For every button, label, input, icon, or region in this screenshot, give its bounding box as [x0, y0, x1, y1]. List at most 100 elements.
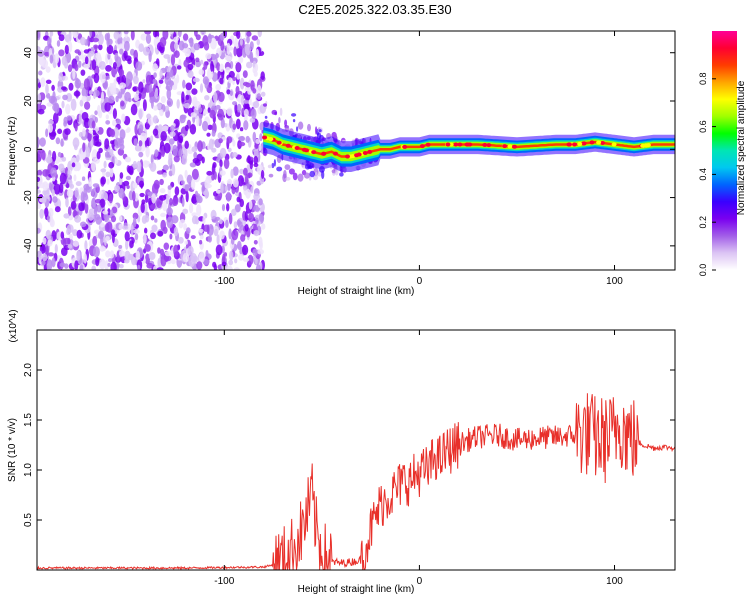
- noise-blob: [216, 234, 220, 245]
- noise-blob: [148, 163, 153, 169]
- noise-blob: [198, 69, 205, 76]
- noise-blob: [79, 264, 84, 270]
- noise-blob: [228, 77, 233, 84]
- noise-blob: [37, 45, 41, 52]
- noise-blob: [45, 169, 49, 175]
- noise-blob: [66, 224, 74, 233]
- noise-blob: [168, 152, 173, 164]
- noise-blob: [118, 223, 124, 230]
- noise-blob: [173, 244, 179, 257]
- noise-blob: [205, 250, 209, 258]
- noise-blob: [176, 99, 180, 109]
- noise-blob: [67, 64, 73, 73]
- noise-blob: [144, 244, 151, 252]
- ridge-hotspot: [311, 150, 317, 155]
- noise-blob: [246, 36, 250, 44]
- noise-blob: [138, 180, 145, 188]
- noise-blob: [113, 127, 119, 139]
- noise-blob: [185, 82, 193, 91]
- noise-blob: [47, 239, 53, 247]
- noise-blob: [110, 129, 116, 138]
- noise-blob: [240, 95, 245, 106]
- noise-blob: [37, 176, 41, 182]
- noise-blob: [184, 240, 188, 245]
- ridge-hotspot: [362, 151, 368, 155]
- ridge-hotspot: [333, 151, 338, 156]
- y-tick-label: 1.0: [23, 463, 34, 477]
- ridge-hotspot: [294, 146, 300, 150]
- noise-blob: [163, 242, 170, 250]
- noise-blob: [210, 209, 217, 221]
- noise-blob: [109, 209, 114, 217]
- noise-blob: [239, 198, 244, 208]
- noise-blob: [113, 31, 120, 40]
- noise-blob: [47, 123, 54, 133]
- noise-blob: [198, 251, 205, 263]
- noise-blob: [65, 103, 71, 115]
- noise-blob: [159, 248, 165, 256]
- noise-blob: [93, 44, 99, 49]
- noise-blob: [183, 223, 188, 231]
- noise-blob: [250, 80, 255, 91]
- noise-blob: [190, 112, 197, 118]
- noise-blob: [165, 194, 169, 205]
- noise-blob: [106, 178, 110, 185]
- noise-blob: [49, 54, 54, 64]
- noise-blob: [116, 250, 120, 263]
- noise-blob: [74, 187, 79, 199]
- noise-blob: [239, 77, 245, 90]
- snr-plot-area: [37, 330, 675, 570]
- noise-blob: [130, 224, 134, 236]
- noise-blob: [38, 70, 43, 76]
- noise-blob: [111, 66, 117, 78]
- noise-blob: [249, 160, 253, 170]
- noise-blob: [78, 202, 85, 212]
- noise-blob: [240, 234, 246, 242]
- noise-blob: [93, 91, 96, 99]
- noise-blob: [288, 168, 295, 175]
- noise-blob: [163, 142, 171, 154]
- noise-blob: [247, 155, 251, 164]
- noise-blob: [54, 206, 61, 213]
- noise-blob: [158, 79, 164, 84]
- noise-blob: [214, 195, 221, 201]
- noise-blob: [132, 217, 137, 228]
- noise-blob: [78, 113, 82, 126]
- noise-blob: [180, 114, 187, 120]
- noise-blob: [189, 124, 197, 135]
- noise-blob: [153, 31, 158, 38]
- noise-blob: [307, 123, 311, 132]
- noise-blob: [239, 38, 243, 46]
- noise-blob: [276, 166, 283, 172]
- noise-blob: [137, 264, 141, 270]
- noise-blob: [52, 150, 57, 162]
- noise-blob: [225, 55, 232, 61]
- noise-blob: [124, 55, 132, 62]
- noise-blob: [152, 115, 159, 124]
- noise-blob: [204, 95, 210, 101]
- noise-blob: [262, 166, 265, 171]
- noise-blob: [196, 153, 203, 162]
- noise-blob: [210, 37, 217, 50]
- noise-blob: [142, 99, 147, 112]
- noise-blob: [105, 65, 112, 72]
- noise-blob: [271, 162, 275, 169]
- noise-blob: [106, 221, 113, 233]
- noise-blob: [297, 121, 304, 130]
- noise-blob: [91, 160, 96, 172]
- noise-blob: [204, 188, 209, 199]
- noise-blob: [247, 172, 253, 178]
- noise-blob: [98, 31, 102, 38]
- noise-blob: [184, 140, 189, 149]
- noise-blob: [218, 218, 223, 225]
- noise-blob: [167, 185, 172, 190]
- noise-blob: [230, 168, 234, 179]
- noise-blob: [98, 110, 103, 119]
- noise-blob: [234, 102, 238, 115]
- noise-blob: [217, 108, 225, 121]
- noise-blob: [138, 81, 144, 93]
- noise-blob: [191, 212, 198, 217]
- noise-blob: [150, 97, 154, 109]
- noise-blob: [100, 222, 105, 228]
- noise-blob: [62, 94, 68, 101]
